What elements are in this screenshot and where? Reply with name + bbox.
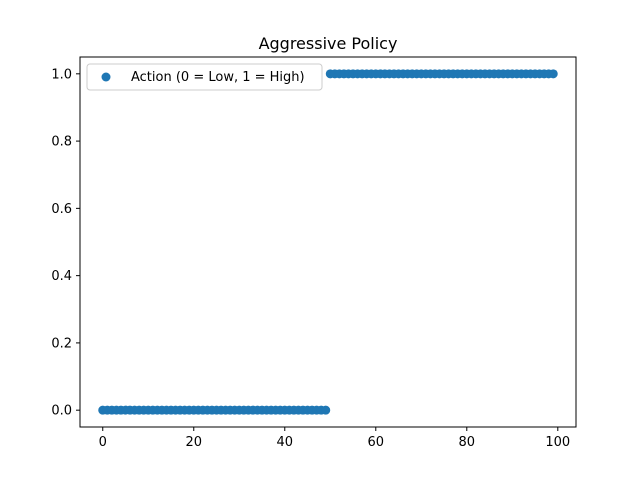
y-tick-label: 1.0 xyxy=(51,67,72,82)
legend-label: Action (0 = Low, 1 = High) xyxy=(131,70,305,85)
y-tick-label: 0.2 xyxy=(51,336,72,351)
legend: Action (0 = Low, 1 = High) xyxy=(86,63,323,91)
legend-box xyxy=(86,63,323,91)
y-tick-label: 0.8 xyxy=(51,135,72,150)
y-tick-label: 0.6 xyxy=(51,202,72,217)
y-axis: 0.0 0.2 0.4 0.6 0.8 1.0 xyxy=(51,67,80,419)
x-tick-label: 100 xyxy=(545,435,570,450)
data-point xyxy=(548,69,558,79)
legend-marker xyxy=(101,72,111,82)
scatter-points xyxy=(98,69,558,415)
x-tick-label: 40 xyxy=(276,435,293,450)
x-tick-label: 80 xyxy=(459,435,476,450)
x-axis: 0 20 40 60 80 100 xyxy=(99,427,570,450)
chart-title: Aggressive Policy xyxy=(259,34,398,53)
x-tick-label: 0 xyxy=(99,435,107,450)
plot-area xyxy=(79,56,577,428)
data-point xyxy=(321,405,331,415)
y-tick-label: 0.0 xyxy=(51,404,72,419)
x-tick-label: 20 xyxy=(185,435,202,450)
x-tick-label: 60 xyxy=(368,435,385,450)
y-tick-label: 0.4 xyxy=(51,269,72,284)
